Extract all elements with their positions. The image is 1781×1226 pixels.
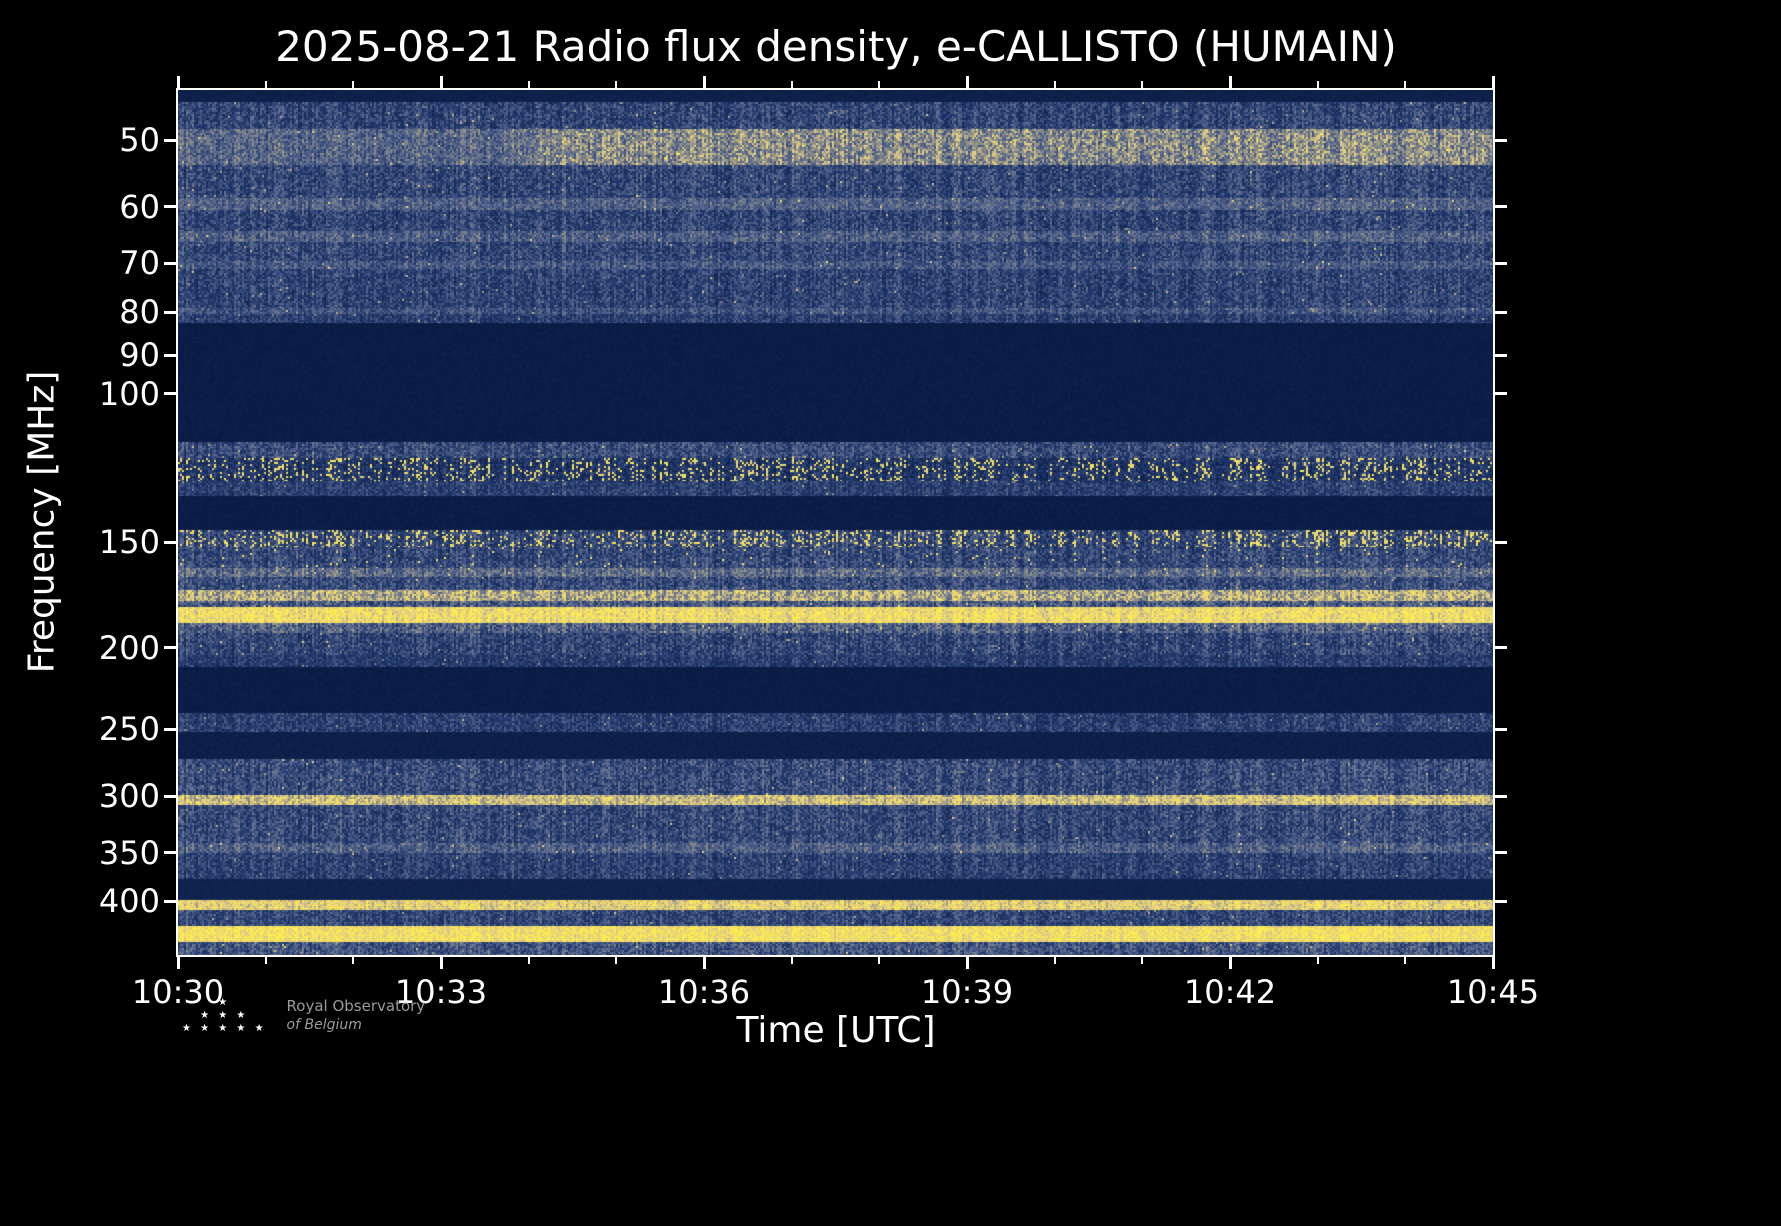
y-major-tick [164,392,176,396]
x-major-tick-top [1228,76,1232,88]
y-major-tick-right [1495,851,1507,855]
y-major-tick [164,353,176,357]
y-tick-label: 60 [119,187,160,226]
rob-logo-line1: Royal Observatory [286,996,426,1015]
x-major-tick [702,957,706,969]
x-minor-tick-top [615,81,618,88]
y-major-tick-right [1495,540,1507,544]
x-minor-tick-top [1053,81,1056,88]
x-major-tick-top [439,76,443,88]
x-tick-label: 10:45 [1446,973,1540,1011]
rob-logo-stars-icon: ★ ★ ★ ★ ★ ★ ★ ★ ★ [182,997,267,1034]
y-major-tick [164,727,176,731]
y-tick-label: 100 [98,374,160,413]
x-tick-label: 10:33 [394,973,488,1011]
x-minor-tick [352,957,355,964]
y-major-tick [164,851,176,855]
y-major-tick [164,899,176,903]
x-minor-tick-top [352,81,355,88]
x-minor-tick [878,957,881,964]
x-minor-tick-top [264,81,267,88]
y-tick-label: 150 [98,523,160,562]
x-minor-tick-top [527,81,530,88]
x-minor-tick [1404,957,1407,964]
x-minor-tick [264,957,267,964]
x-minor-tick-top [790,81,793,88]
spectrogram-image [178,90,1493,955]
y-major-tick [164,138,176,142]
x-minor-tick-top [1316,81,1319,88]
chart-title: 2025-08-21 Radio flux density, e-CALLIST… [275,22,1397,71]
x-tick-label: 10:42 [1183,973,1277,1011]
x-minor-tick-top [1404,81,1407,88]
y-major-tick-right [1495,392,1507,396]
x-major-tick [176,957,180,969]
x-axis-label: Time [UTC] [736,1010,936,1051]
y-tick-label: 350 [98,833,160,872]
x-minor-tick [527,957,530,964]
y-tick-label: 80 [119,293,160,332]
x-minor-tick [1316,957,1319,964]
y-major-tick-right [1495,205,1507,209]
y-tick-label: 250 [98,710,160,749]
rob-logo: ★ ★ ★ ★ ★ ★ ★ ★ ★ Royal Observatory of B… [182,996,425,1035]
x-minor-tick-top [1141,81,1144,88]
y-major-tick-right [1495,899,1507,903]
x-minor-tick-top [878,81,881,88]
y-major-tick-right [1495,261,1507,265]
x-minor-tick [1141,957,1144,964]
y-major-tick [164,261,176,265]
y-tick-label: 90 [119,336,160,375]
x-major-tick [1228,957,1232,969]
y-major-tick-right [1495,310,1507,314]
y-major-tick [164,646,176,650]
y-major-tick-right [1495,794,1507,798]
y-major-tick-right [1495,646,1507,650]
y-tick-label: 70 [119,244,160,283]
y-tick-label: 200 [98,628,160,667]
y-major-tick [164,794,176,798]
x-minor-tick [790,957,793,964]
y-tick-label: 400 [98,882,160,921]
x-major-tick [965,957,969,969]
x-major-tick-top [1491,76,1495,88]
x-minor-tick [615,957,618,964]
x-tick-label: 10:39 [920,973,1014,1011]
y-major-tick [164,205,176,209]
y-major-tick-right [1495,353,1507,357]
rob-logo-text: Royal Observatory of Belgium [287,997,426,1035]
plot-frame [176,88,1495,957]
x-major-tick [439,957,443,969]
y-tick-label: 300 [98,777,160,816]
y-major-tick-right [1495,138,1507,142]
x-major-tick [1491,957,1495,969]
y-major-tick-right [1495,727,1507,731]
x-major-tick-top [176,76,180,88]
y-tick-label: 50 [119,121,160,160]
x-major-tick-top [965,76,969,88]
x-major-tick-top [702,76,706,88]
rob-logo-line2: of Belgium [286,1016,362,1033]
x-tick-label: 10:30 [131,973,225,1011]
y-major-tick [164,310,176,314]
x-tick-label: 10:36 [657,973,751,1011]
y-major-tick [164,540,176,544]
x-minor-tick [1053,957,1056,964]
